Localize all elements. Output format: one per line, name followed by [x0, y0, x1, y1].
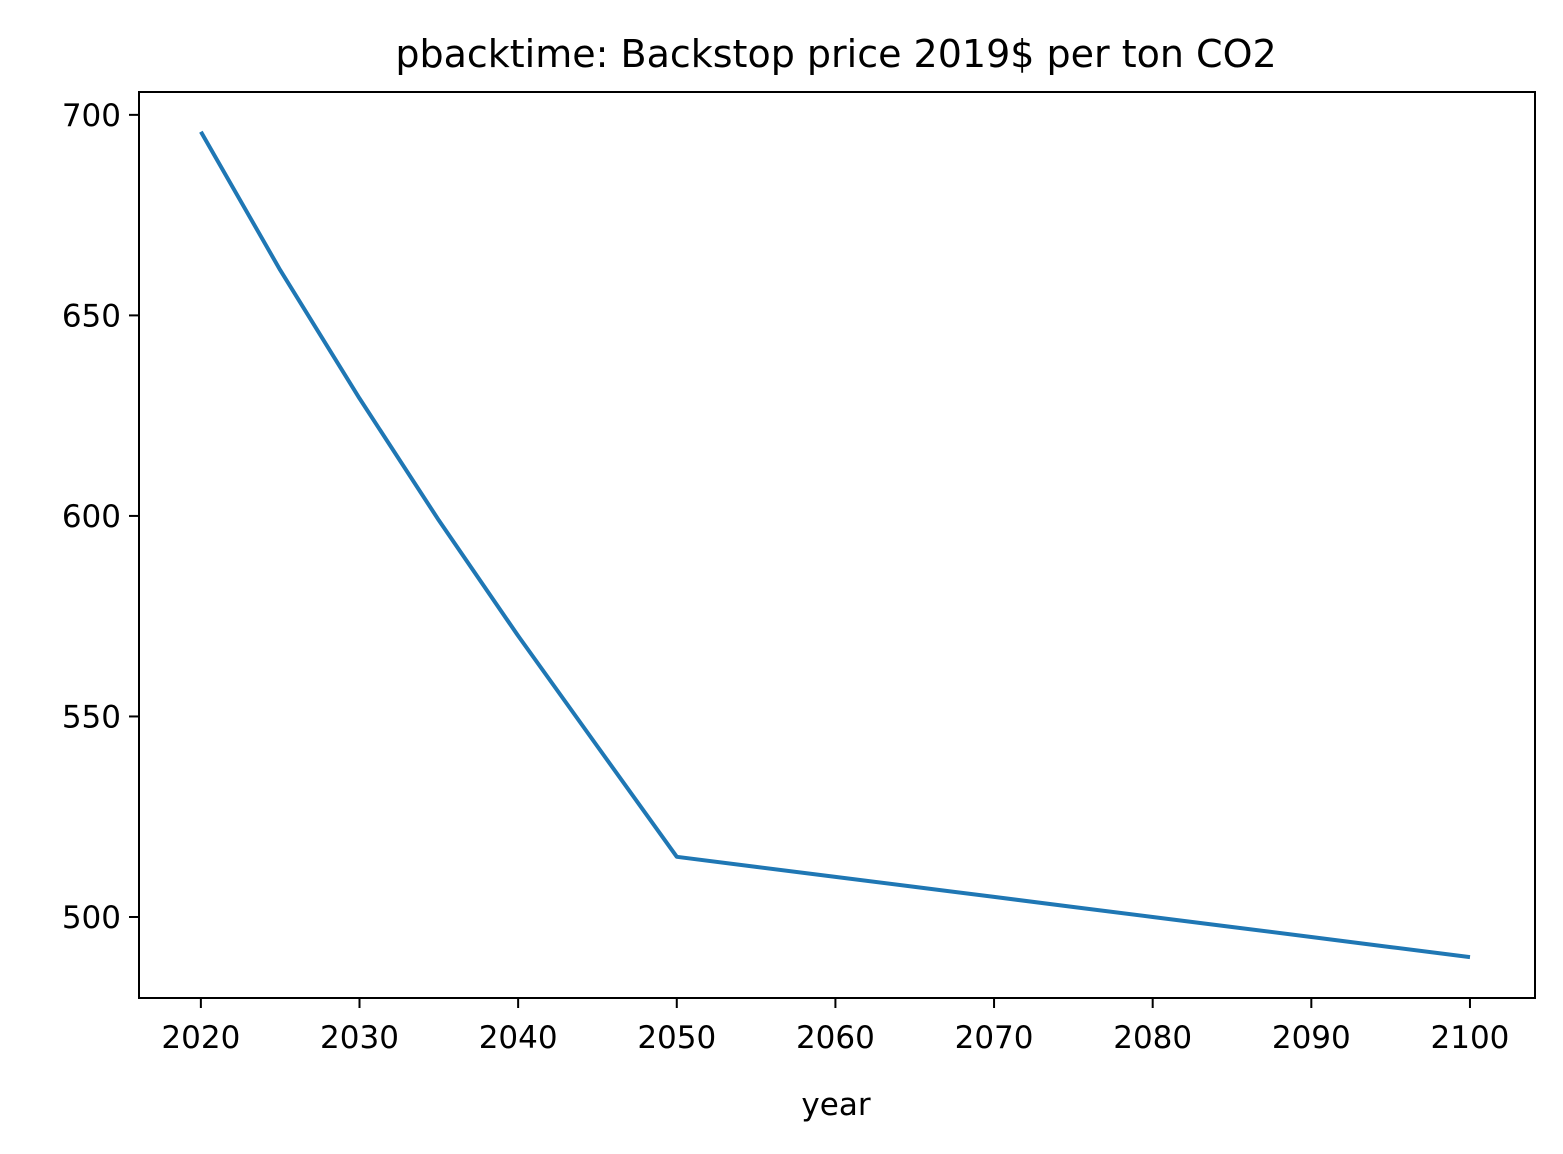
x-tick-label-2050: 2050: [637, 1020, 716, 1056]
x-tick-label-2090: 2090: [1272, 1020, 1351, 1056]
x-tick-label-2040: 2040: [479, 1020, 558, 1056]
series-line-0: [199, 130, 1471, 960]
plot-frame: [138, 91, 1536, 999]
y-tick-label-700: 700: [62, 98, 121, 134]
x-tick-label-2080: 2080: [1113, 1020, 1192, 1056]
y-tick-label-550: 550: [62, 699, 121, 735]
plot-area: 2020 2030 2040 2050 2060 2070 2080 2090 2100 500 5…: [62, 91, 1536, 1056]
y-tick-label-600: 600: [62, 499, 121, 535]
x-tick-label-2060: 2060: [796, 1020, 875, 1056]
x-tick-label-2020: 2020: [161, 1020, 240, 1056]
y-tick-label-650: 650: [62, 298, 121, 334]
x-tick-label-2030: 2030: [320, 1020, 399, 1056]
x-axis-label: year: [801, 1087, 870, 1123]
chart-title: pbacktime: Backstop price 2019$ per ton …: [395, 32, 1276, 76]
x-tick-label-2070: 2070: [955, 1020, 1034, 1056]
y-tick-label-500: 500: [62, 900, 121, 936]
x-tick-label-2100: 2100: [1431, 1020, 1510, 1056]
